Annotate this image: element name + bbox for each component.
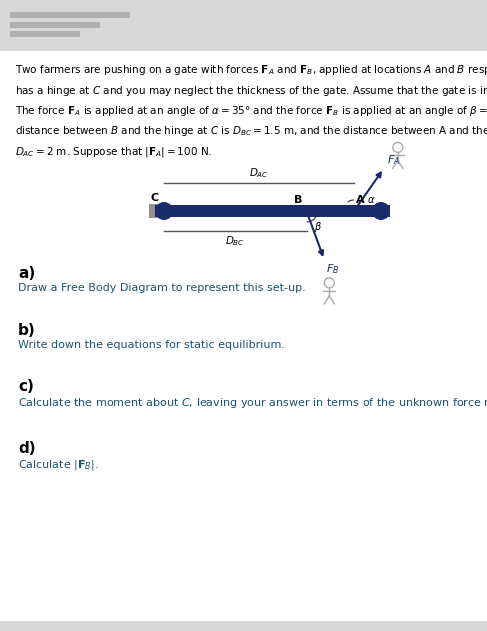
Text: Two farmers are pushing on a gate with forces $\mathbf{F}_A$ and $\mathbf{F}_B$,: Two farmers are pushing on a gate with f…: [15, 63, 487, 158]
Text: $\beta$: $\beta$: [314, 220, 321, 234]
Bar: [149, 204, 161, 218]
Text: Draw a Free Body Diagram to represent this set-up.: Draw a Free Body Diagram to represent th…: [18, 283, 306, 293]
Text: c): c): [18, 379, 34, 394]
Text: $\alpha$: $\alpha$: [367, 195, 375, 205]
Text: Calculate $|\mathbf{F}_B|$.: Calculate $|\mathbf{F}_B|$.: [18, 458, 99, 472]
Text: $F_B$: $F_B$: [326, 262, 339, 276]
Bar: [0, 621, 487, 631]
Text: B: B: [294, 195, 302, 205]
Bar: [155, 205, 390, 217]
Text: a): a): [18, 266, 35, 281]
Bar: [10, 12, 130, 18]
Bar: [10, 22, 100, 28]
Text: Calculate the moment about $C$, leaving your answer in terms of the unknown forc: Calculate the moment about $C$, leaving …: [18, 396, 487, 410]
Text: b): b): [18, 323, 36, 338]
Text: C: C: [151, 193, 159, 203]
Text: d): d): [18, 441, 36, 456]
Bar: [0, 0, 487, 51]
Circle shape: [155, 202, 173, 220]
Text: A: A: [356, 195, 365, 205]
Text: $D_{BC}$: $D_{BC}$: [225, 234, 245, 248]
Text: Write down the equations for static equilibrium.: Write down the equations for static equi…: [18, 340, 285, 350]
Text: $D_{AC}$: $D_{AC}$: [249, 166, 269, 180]
Text: $F_A$: $F_A$: [387, 153, 400, 167]
Circle shape: [372, 202, 390, 220]
Bar: [10, 31, 80, 37]
